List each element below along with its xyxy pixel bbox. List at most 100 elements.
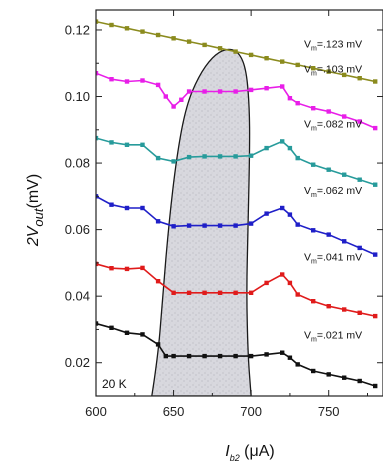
- data-point: [280, 272, 285, 277]
- data-point: [202, 154, 207, 159]
- data-point: [326, 109, 331, 114]
- data-point: [287, 280, 293, 286]
- plot-frame: [95, 9, 383, 397]
- series-line: [96, 263, 376, 317]
- data-point: [186, 290, 192, 295]
- data-point: [311, 66, 316, 71]
- data-point: [342, 307, 347, 312]
- x-tick-label: 750: [318, 404, 340, 419]
- series-5: [96, 321, 378, 389]
- data-point: [217, 89, 223, 94]
- series-line: [96, 137, 376, 186]
- series-line: [96, 195, 376, 256]
- data-point: [202, 290, 207, 295]
- data-point: [109, 22, 114, 28]
- data-point: [233, 89, 238, 94]
- data-point: [96, 19, 99, 24]
- data-point: [311, 162, 316, 167]
- data-point: [155, 279, 161, 284]
- data-point: [280, 139, 285, 144]
- temperature-label: 20 K: [102, 377, 127, 391]
- data-point: [171, 104, 176, 109]
- x-axis-label-sub: b2: [230, 453, 240, 463]
- data-point: [342, 114, 347, 119]
- data-point: [109, 140, 114, 145]
- data-point: [295, 222, 300, 227]
- data-point: [357, 378, 362, 384]
- svg-text:2Vout(mV): 2Vout(mV): [25, 174, 46, 247]
- data-point: [124, 142, 130, 147]
- data-point: [96, 135, 99, 141]
- x-axis-label-unit: (μA): [240, 443, 275, 460]
- y-tick-label: 0.04: [65, 289, 90, 304]
- data-point: [295, 362, 300, 367]
- data-point: [109, 266, 114, 271]
- data-point: [248, 353, 254, 359]
- data-point: [311, 299, 316, 304]
- data-point: [217, 154, 223, 159]
- data-point: [179, 97, 184, 102]
- series-annotation: Vm=.123 mV: [304, 39, 362, 53]
- data-point: [163, 94, 168, 99]
- series-annotation: Vm=.021 mV: [304, 330, 362, 344]
- y-tick-label: 0.12: [65, 22, 90, 37]
- x-tick-label: 700: [240, 404, 262, 419]
- shaded-region: [151, 48, 252, 396]
- series-1: [96, 71, 378, 131]
- data-point: [326, 69, 331, 74]
- data-point: [186, 353, 192, 359]
- data-point: [233, 154, 238, 159]
- data-point: [295, 62, 300, 68]
- series-line: [96, 72, 376, 129]
- data-point: [373, 125, 378, 131]
- y-tick-label: 0.10: [65, 89, 90, 104]
- data-point: [248, 52, 254, 58]
- data-point: [357, 177, 362, 182]
- data-point: [264, 352, 269, 357]
- data-point: [96, 71, 99, 76]
- y-tick-label: 0.06: [65, 222, 90, 237]
- data-point: [287, 96, 293, 101]
- data-point: [373, 182, 378, 187]
- data-point: [357, 119, 362, 124]
- data-point: [124, 79, 130, 84]
- data-point: [155, 32, 161, 38]
- data-point: [124, 26, 130, 31]
- data-point: [295, 292, 300, 297]
- x-tick-label: 600: [85, 404, 107, 419]
- data-point: [155, 82, 161, 88]
- data-point: [357, 245, 362, 251]
- data-point: [248, 221, 254, 226]
- data-point: [326, 167, 331, 172]
- data-point: [357, 76, 362, 81]
- data-point: [342, 72, 347, 78]
- data-point: [342, 172, 347, 177]
- data-point: [311, 106, 316, 111]
- series-layer: [96, 19, 378, 389]
- series-annotations: Vm=.123 mV Vm=.103 mV Vm=.082 mV Vm=.062 mV…: [304, 39, 362, 344]
- data-point: [326, 304, 331, 309]
- data-point: [233, 49, 238, 54]
- series-2: [96, 135, 378, 187]
- data-point: [280, 84, 285, 89]
- data-point: [140, 265, 145, 271]
- data-point: [171, 36, 176, 41]
- data-point: [171, 159, 176, 164]
- data-point: [140, 78, 145, 83]
- data-point: [202, 353, 207, 359]
- data-point: [287, 212, 293, 217]
- data-point: [295, 155, 300, 161]
- y-axis-label-sub: out: [31, 207, 46, 226]
- data-point: [124, 330, 130, 335]
- data-point: [311, 368, 316, 374]
- data-point: [295, 101, 300, 106]
- data-point: [96, 321, 99, 326]
- data-point: [171, 224, 176, 229]
- data-point: [140, 332, 145, 337]
- x-axis-label-main: I: [225, 443, 230, 460]
- data-point: [233, 290, 238, 295]
- data-point: [287, 145, 293, 151]
- data-point: [140, 142, 145, 147]
- data-point: [124, 266, 130, 272]
- data-point: [217, 46, 223, 51]
